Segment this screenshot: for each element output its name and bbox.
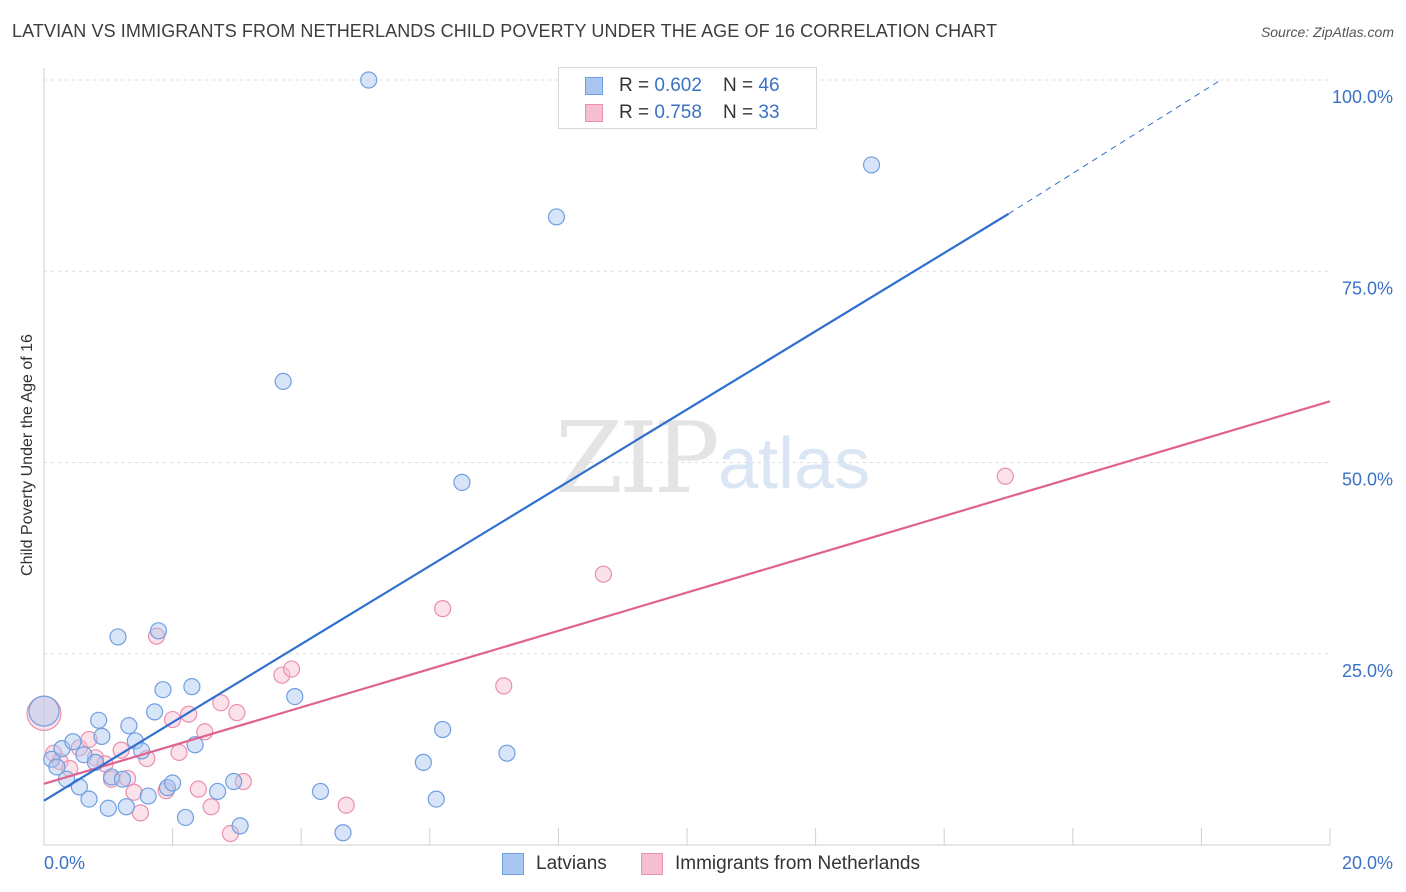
latvians-point (231, 817, 249, 835)
y-tick-label: 25.0% (1342, 661, 1393, 681)
latvians-point (139, 787, 157, 805)
legend-row-latvians: R = 0.602 N = 46 (585, 74, 805, 98)
netherlands-point (212, 694, 230, 712)
latvians-point (453, 473, 471, 491)
latvians-point (498, 744, 516, 762)
latvians-point (109, 628, 127, 646)
netherlands-point (234, 772, 252, 791)
netherlands-point (131, 804, 150, 822)
netherlands-point (434, 600, 452, 618)
latvians-point (28, 695, 60, 727)
latvians-point (158, 779, 177, 797)
latvians-point (434, 720, 452, 739)
latvians-point (225, 772, 243, 791)
latvians-swatch (585, 77, 603, 95)
netherlands-point (495, 677, 513, 695)
netherlands-swatch (585, 104, 603, 122)
latvians-point (183, 678, 201, 696)
latvians-point (862, 156, 881, 174)
latvians-n-value: 46 (758, 75, 780, 96)
latvians-point (145, 703, 164, 721)
latvians-point (113, 770, 132, 788)
netherlands-n-label: N = (723, 102, 759, 123)
latvians-point (93, 727, 111, 745)
latvians-point (164, 774, 182, 792)
netherlands-point (189, 780, 207, 798)
watermark: ZIP atlas (555, 402, 870, 516)
latvians-point (427, 790, 445, 808)
legend-item-netherlands[interactable]: Immigrants from Netherlands (641, 852, 920, 876)
netherlands-point (170, 743, 188, 762)
latvians-point (334, 824, 352, 842)
legend-item-latvians[interactable]: Latvians (502, 852, 607, 876)
latvians-legend-swatch (502, 853, 524, 875)
trend-lines (43, 79, 1331, 802)
y-tick-label: 50.0% (1342, 470, 1393, 490)
latvians-point (102, 768, 121, 786)
legend-row-netherlands: R = 0.758 N = 33 (585, 101, 805, 125)
netherlands-point (337, 796, 355, 814)
latvians-trend-extension (1008, 79, 1221, 215)
correlation-legend: R = 0.602 N = 46 R = 0.758 N = 33 (558, 67, 817, 129)
latvians-point (117, 798, 135, 816)
netherlands-legend-label: Immigrants from Netherlands (675, 853, 920, 874)
latvians-n-label: N = (723, 75, 759, 96)
latvians-points (28, 71, 881, 842)
latvians-point (149, 622, 168, 640)
latvians-point (274, 372, 292, 391)
latvians-point (360, 71, 378, 89)
netherlands-point (594, 565, 613, 583)
latvians-point (99, 799, 117, 817)
netherlands-point (996, 467, 1014, 485)
latvians-point (48, 758, 66, 776)
latvians-legend-label: Latvians (536, 853, 607, 874)
latvians-point (90, 711, 108, 729)
latvians-point (80, 790, 98, 808)
watermark-atlas: atlas (718, 424, 870, 504)
latvians-point (176, 808, 195, 827)
latvians-point (209, 782, 227, 801)
netherlands-legend-swatch (641, 853, 663, 875)
latvians-point (286, 687, 304, 706)
y-tick-label: 100.0% (1332, 87, 1393, 107)
netherlands-r-value: 0.758 (654, 102, 702, 123)
netherlands-r-label: R = (619, 102, 655, 123)
netherlands-trend-line (43, 400, 1331, 785)
latvians-point (311, 782, 330, 801)
source-label: Source: ZipAtlas.com (1260, 24, 1394, 40)
netherlands-point (282, 660, 301, 678)
latvians-point (64, 733, 82, 751)
latvians-trend-line (43, 212, 1010, 802)
chart-title: LATVIAN VS IMMIGRANTS FROM NETHERLANDS C… (12, 21, 998, 41)
netherlands-points (26, 467, 1014, 843)
latvians-point (154, 681, 172, 699)
series-legend: Latvians Immigrants from Netherlands (0, 852, 1406, 876)
netherlands-point (202, 798, 220, 816)
netherlands-point (228, 704, 246, 722)
netherlands-point (125, 783, 143, 801)
axes (43, 68, 1331, 846)
netherlands-point (164, 710, 182, 729)
latvians-point (414, 753, 432, 771)
y-tick-label: 75.0% (1342, 278, 1393, 298)
watermark-zip: ZIP (555, 402, 717, 516)
latvians-r-label: R = (619, 75, 655, 96)
x-tick-label: 20.0% (1342, 853, 1393, 873)
gridlines (44, 79, 1330, 655)
tick-labels: 25.0% 50.0% 75.0% 100.0% 0.0% 20.0% (44, 87, 1393, 873)
netherlands-point (112, 741, 130, 759)
netherlands-n-value: 33 (758, 102, 780, 123)
latvians-r-value: 0.602 (654, 75, 702, 96)
x-tick-label: 0.0% (44, 853, 85, 873)
netherlands-point (273, 666, 291, 684)
latvians-point (120, 717, 138, 735)
latvians-point (547, 208, 566, 226)
